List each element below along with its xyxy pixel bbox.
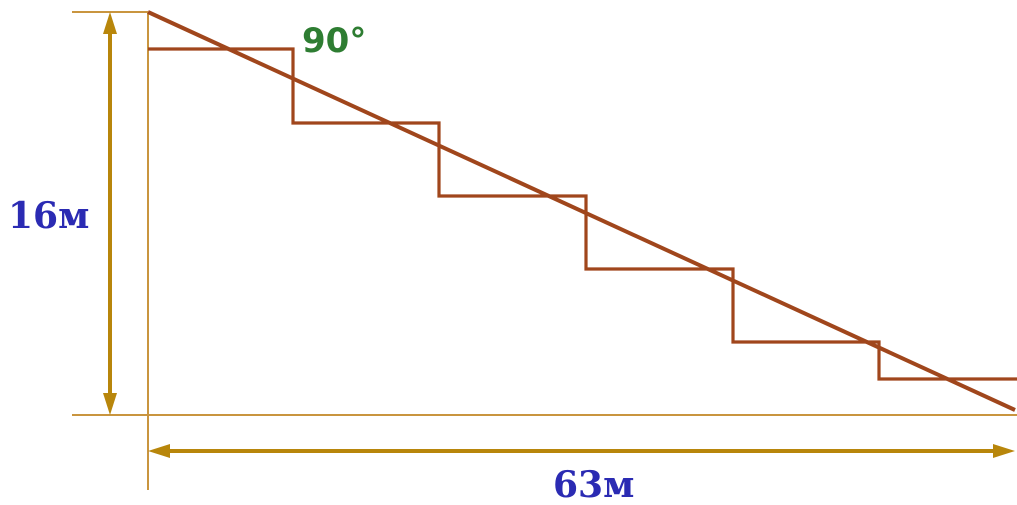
height-arrow-top <box>103 12 117 34</box>
width-label: 63м <box>553 464 634 505</box>
angle-label: 90° <box>302 21 366 61</box>
staircase-steps <box>148 47 1017 381</box>
slope-line <box>147 10 1016 412</box>
height-label: 16м <box>8 195 89 237</box>
height-arrow-bottom <box>103 393 117 415</box>
width-arrow-left <box>148 444 170 458</box>
width-arrow-right <box>993 444 1015 458</box>
